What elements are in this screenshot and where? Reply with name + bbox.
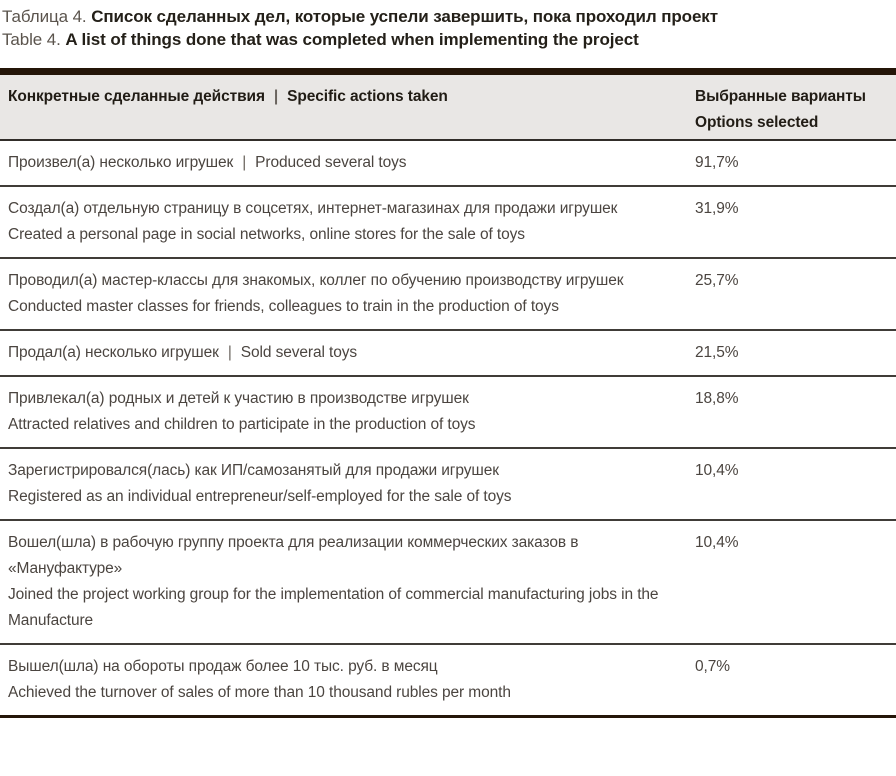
action-cell: Создал(а) отдельную страницу в соцсетях,… <box>0 196 695 248</box>
action-text-ru: Создал(а) отдельную страницу в соцсетях,… <box>8 200 618 217</box>
action-text-en: Sold several toys <box>240 344 358 361</box>
table-row: Проводил(а) мастер-классы для знакомых, … <box>0 259 896 331</box>
action-text-en: Registered as an individual entrepreneur… <box>8 488 512 505</box>
table-caption: Таблица 4. Список сделанных дел, которые… <box>0 0 896 51</box>
action-cell: Привлекал(а) родных и детей к участию в … <box>0 386 695 438</box>
table-row: Произвел(а) несколько игрушек | Produced s… <box>0 141 896 187</box>
header-actions-column: Конкретные сделанные действия | Specific a… <box>0 84 695 136</box>
action-text-en: Conducted master classes for friends, co… <box>8 298 559 315</box>
caption-line-en: Table 4. A list of things done that was … <box>2 28 894 51</box>
percentage-value: 10,4% <box>695 462 739 479</box>
percentage-value: 10,4% <box>695 534 739 551</box>
results-table: Конкретные сделанные действия | Specific a… <box>0 68 896 718</box>
percentage-value: 25,7% <box>695 272 739 289</box>
action-text-ru: Вошел(шла) в рабочую группу проекта для … <box>8 534 579 577</box>
percentage-value: 18,8% <box>695 390 739 407</box>
action-cell: Продал(а) несколько игрушек | Sold several… <box>0 340 695 366</box>
percentage-value: 21,5% <box>695 344 739 361</box>
action-text-ru: Зарегистрировался(лась) как ИП/самозанят… <box>8 462 499 479</box>
action-text-ru: Вышел(шла) на обороты продаж более 10 ты… <box>8 658 438 675</box>
action-cell: Проводил(а) мастер-классы для знакомых, … <box>0 268 695 320</box>
percentage-value: 0,7% <box>695 658 730 675</box>
table-row: Продал(а) несколько игрушек | Sold several… <box>0 331 896 377</box>
action-text-en: Attracted relatives and children to part… <box>8 416 476 433</box>
action-cell: Зарегистрировался(лась) как ИП/самозанят… <box>0 458 695 510</box>
action-text-en: Joined the project working group for the… <box>8 586 659 629</box>
action-text-en: Achieved the turnover of sales of more t… <box>8 684 511 701</box>
table-header-row: Конкретные сделанные действия | Specific a… <box>0 75 896 141</box>
header-actions-en: Specific actions taken <box>287 88 448 105</box>
action-text-ru: Произвел(а) несколько игрушек <box>8 154 234 171</box>
table-row: Привлекал(а) родных и детей к участию в … <box>0 377 896 449</box>
header-options-line1: Выбранные варианты <box>695 88 866 105</box>
pipe-separator: | <box>227 344 232 361</box>
action-cell: Вошел(шла) в рабочую группу проекта для … <box>0 530 695 634</box>
header-separator: | <box>273 88 279 105</box>
action-text-ru: Проводил(а) мастер-классы для знакомых, … <box>8 272 624 289</box>
action-cell: Произвел(а) несколько игрушек | Produced s… <box>0 150 695 176</box>
table-row: Вошел(шла) в рабочую группу проекта для … <box>0 521 896 645</box>
action-text-ru: Продал(а) несколько игрушек <box>8 344 219 361</box>
header-options-line2: Options selected <box>695 114 819 131</box>
table-row: Вышел(шла) на обороты продаж более 10 ты… <box>0 645 896 718</box>
action-text-ru: Привлекал(а) родных и детей к участию в … <box>8 390 469 407</box>
caption-line-ru: Таблица 4. Список сделанных дел, которые… <box>2 5 894 28</box>
percentage-value: 91,7% <box>695 154 739 171</box>
header-actions-ru: Конкретные сделанные действия <box>8 88 265 105</box>
action-text-en: Produced several toys <box>255 154 407 171</box>
percentage-value: 31,9% <box>695 200 739 217</box>
table-top-border <box>0 68 896 75</box>
table-row: Создал(а) отдельную страницу в соцсетях,… <box>0 187 896 259</box>
caption-ru-text: Список сделанных дел, которые успели зав… <box>91 7 718 26</box>
caption-en-label: Table 4. <box>2 30 61 49</box>
table-row: Зарегистрировался(лась) как ИП/самозанят… <box>0 449 896 521</box>
action-text-en: Created a personal page in social networ… <box>8 226 525 243</box>
pipe-separator: | <box>242 154 247 171</box>
table-body: Произвел(а) несколько игрушек | Produced s… <box>0 141 896 718</box>
action-cell: Вышел(шла) на обороты продаж более 10 ты… <box>0 654 695 706</box>
header-options-column: Выбранные варианты Options selected <box>695 84 896 136</box>
caption-en-text: A list of things done that was completed… <box>65 30 639 49</box>
caption-ru-label: Таблица 4. <box>2 7 87 26</box>
